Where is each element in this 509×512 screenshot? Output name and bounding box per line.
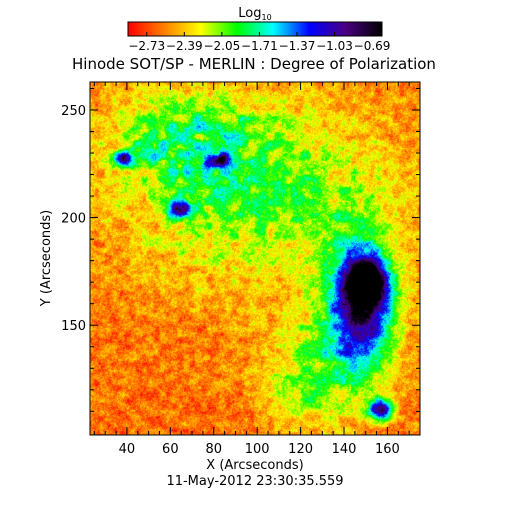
colorbar-label: Log10 — [238, 6, 271, 22]
colorbar-gradient — [127, 21, 383, 37]
x-axis-label: X (Arcseconds) — [206, 458, 303, 473]
colorbar-tick-label: −0.69 — [354, 39, 391, 53]
x-tick-label: 60 — [162, 442, 179, 457]
y-tick-label: 200 — [61, 212, 86, 227]
colorbar-tick-label: −1.37 — [279, 39, 316, 53]
colorbar: Log10 −2.73 −2.39 −2.05 −1.71 −1.37 −1.03 −0.6… — [127, 6, 390, 53]
x-tick-label: 100 — [245, 442, 270, 457]
colorbar-tick-label: −2.73 — [128, 39, 165, 53]
heatmap-image — [90, 82, 420, 435]
y-axis: 150 200 250 — [61, 87, 420, 412]
y-axis-label: Y (Arcseconds) — [39, 210, 54, 307]
colorbar-tick-label: −1.03 — [316, 39, 353, 53]
y-tick-label: 150 — [61, 319, 86, 334]
x-tick-label: 140 — [332, 442, 357, 457]
x-tick-label: 160 — [375, 442, 400, 457]
colorbar-ticks: −2.73 −2.39 −2.05 −1.71 −1.37 −1.03 −0.69 — [128, 32, 390, 53]
colorbar-tick-label: −1.71 — [241, 39, 278, 53]
x-tick-label: 80 — [205, 442, 222, 457]
x-axis: 40 60 80 100 120 140 160 — [93, 82, 421, 457]
heatmap-canvas — [90, 82, 420, 435]
chart-title: Hinode SOT/SP - MERLIN : Degree of Polar… — [72, 55, 436, 73]
y-tick-label: 250 — [61, 104, 86, 119]
x-tick-label: 120 — [288, 442, 313, 457]
plot-frame — [89, 81, 421, 436]
colorbar-tick-label: −2.05 — [203, 39, 240, 53]
colorbar-tick-label: −2.39 — [166, 39, 203, 53]
observation-timestamp: 11-May-2012 23:30:35.559 — [166, 474, 343, 489]
x-tick-label: 40 — [119, 442, 136, 457]
